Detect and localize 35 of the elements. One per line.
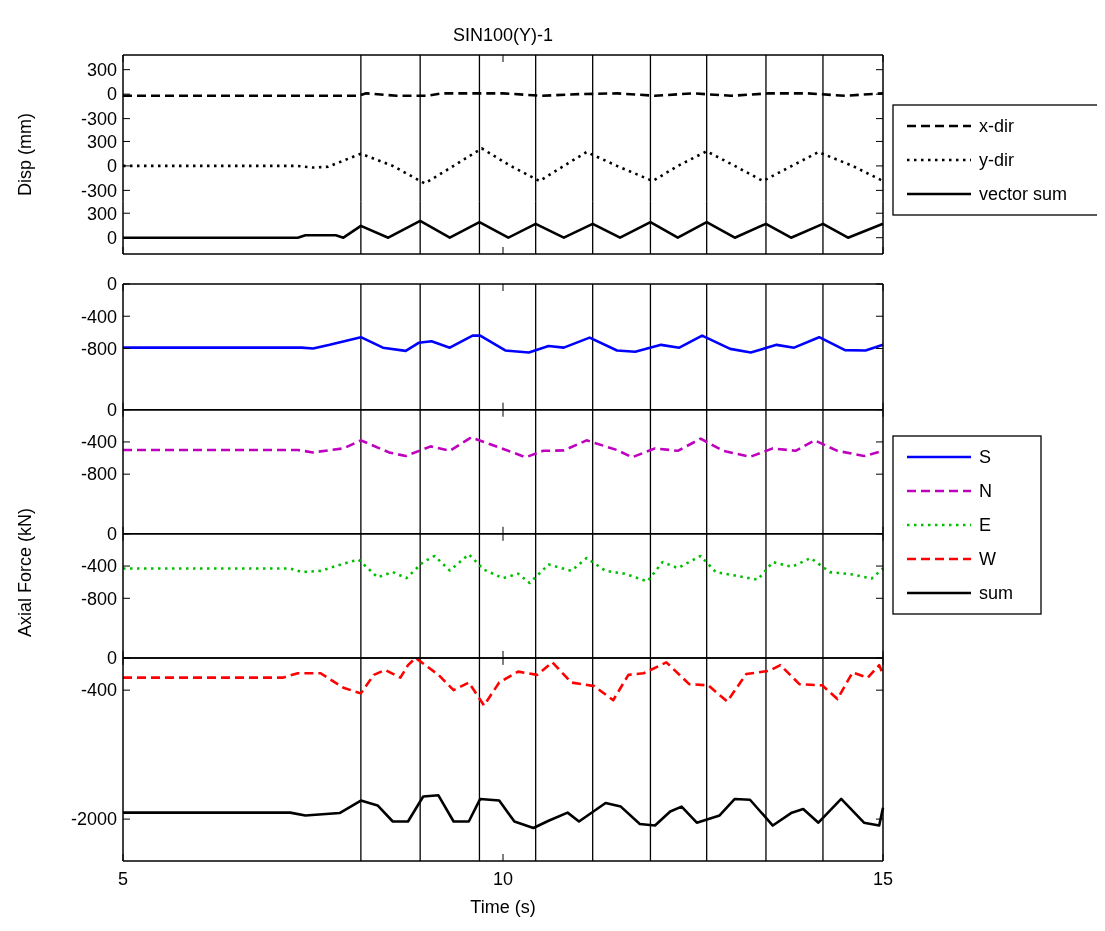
y-tick-label: 300 [86, 131, 117, 152]
legend-label: x-dir [979, 116, 1014, 137]
legend-label: S [979, 447, 992, 468]
y-tick-label: 300 [86, 203, 117, 224]
y-tick-label: -2000 [70, 809, 117, 830]
y-tick-label: 0 [106, 156, 117, 177]
y-tick-label: -400 [80, 432, 117, 453]
y-tick-label: 0 [106, 84, 117, 105]
text: vector sum [979, 184, 1068, 205]
y-tick-label: 0 [106, 648, 117, 669]
y-tick-label: -300 [80, 180, 117, 201]
y-axis-title: Axial Force (kN) [15, 507, 35, 638]
y-tick-label: 0 [106, 274, 117, 295]
y-tick-label: 0 [106, 227, 117, 248]
legend-label: E [979, 515, 992, 536]
legend-label: W [979, 549, 996, 570]
y-tick-label: -300 [80, 108, 117, 129]
text: y-dir [979, 150, 1014, 171]
y-tick-label: -400 [80, 306, 117, 327]
y-tick-label: -800 [80, 588, 117, 609]
legend-label: sum [979, 583, 1014, 604]
y-axis-title: Disp (mm) [15, 113, 35, 196]
y-tick-label: -800 [80, 338, 117, 359]
x-tick-label: 10 [492, 869, 514, 889]
x-tick-label: 15 [872, 869, 894, 889]
y-tick-label: 300 [86, 59, 117, 80]
y-tick-label: -800 [80, 464, 117, 485]
y-tick-label: 0 [106, 524, 117, 545]
y-tick-label: -400 [80, 556, 117, 577]
x-tick-label: 5 [117, 869, 129, 889]
y-tick-label: 0 [106, 400, 117, 421]
y-tick-label: -400 [80, 680, 117, 701]
x-axis-title: Time (s) [470, 897, 536, 917]
legend-label: N [979, 481, 992, 502]
chart-title: SIN100(Y)-1 [452, 25, 554, 45]
